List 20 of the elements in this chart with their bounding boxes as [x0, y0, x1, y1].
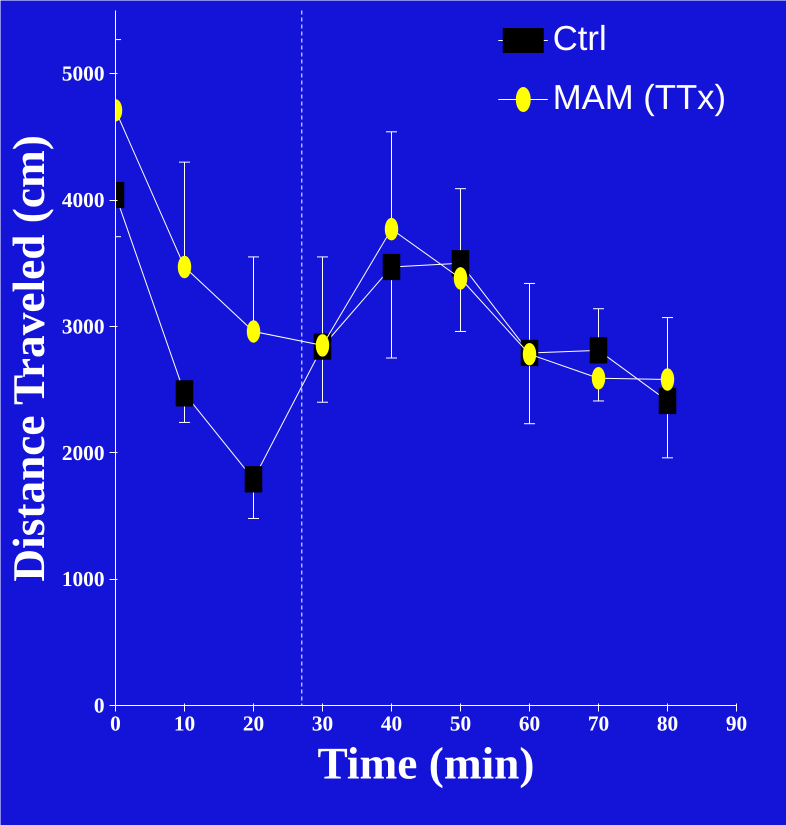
- x-tick-label: 60: [518, 712, 540, 736]
- x-tick-label: 20: [242, 712, 264, 736]
- y-tick-label: 2000: [62, 440, 104, 465]
- legend-label: Ctrl: [552, 20, 607, 59]
- x-tick-label: 90: [726, 712, 748, 736]
- x-tick-label: 0: [110, 712, 121, 736]
- y-tick-label: 1000: [62, 567, 104, 592]
- x-tick-label: 30: [312, 712, 334, 736]
- x-tick-label: 10: [174, 712, 196, 736]
- y-tick-label: 0: [94, 694, 105, 718]
- y-axis-title: Distance Traveled (cm): [4, 135, 54, 582]
- x-tick-label: 40: [380, 712, 402, 736]
- x-tick-label: 80: [656, 712, 678, 736]
- x-tick-label: 70: [588, 712, 610, 736]
- x-tick-label: 50: [450, 712, 472, 736]
- y-tick-label: 5000: [62, 62, 104, 86]
- y-tick-label: 3000: [62, 314, 104, 338]
- legend-label: MAM (TTx): [552, 79, 726, 118]
- x-axis-title: Time (min): [318, 738, 534, 788]
- y-tick-label: 4000: [62, 188, 104, 212]
